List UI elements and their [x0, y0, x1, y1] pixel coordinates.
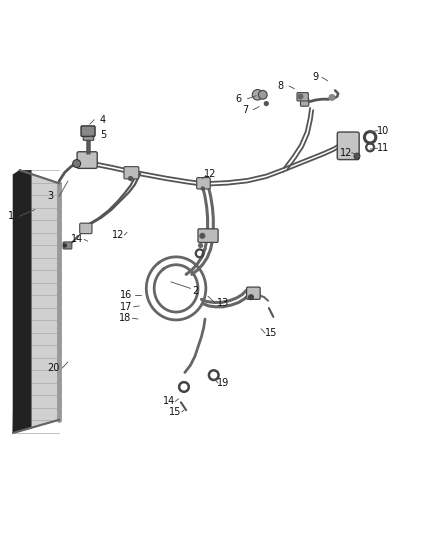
- Circle shape: [354, 153, 360, 159]
- Text: 15: 15: [265, 328, 277, 338]
- Text: 6: 6: [236, 94, 242, 104]
- Text: 14: 14: [71, 235, 83, 244]
- Text: 13: 13: [217, 298, 230, 308]
- Text: 17: 17: [120, 302, 132, 312]
- Text: 10: 10: [377, 126, 389, 136]
- Circle shape: [199, 233, 205, 239]
- Text: 5: 5: [100, 130, 106, 140]
- Circle shape: [328, 94, 336, 101]
- Text: 7: 7: [242, 104, 248, 115]
- Text: 14: 14: [162, 397, 175, 406]
- Circle shape: [258, 91, 267, 99]
- Text: 11: 11: [377, 143, 389, 154]
- Text: 4: 4: [100, 115, 106, 125]
- FancyBboxPatch shape: [297, 93, 308, 101]
- Text: 18: 18: [119, 313, 131, 323]
- Circle shape: [198, 243, 203, 248]
- Text: 1: 1: [8, 211, 14, 221]
- Text: 15: 15: [169, 407, 181, 417]
- FancyBboxPatch shape: [300, 98, 309, 106]
- Text: 12: 12: [204, 168, 216, 179]
- FancyBboxPatch shape: [80, 223, 92, 233]
- FancyBboxPatch shape: [124, 167, 139, 179]
- FancyBboxPatch shape: [81, 126, 95, 136]
- Text: 12: 12: [340, 148, 352, 158]
- Text: 20: 20: [47, 363, 60, 373]
- Circle shape: [264, 101, 269, 106]
- Circle shape: [252, 90, 263, 100]
- Text: 19: 19: [217, 378, 230, 388]
- Circle shape: [63, 243, 67, 248]
- FancyBboxPatch shape: [63, 242, 72, 249]
- FancyBboxPatch shape: [337, 132, 359, 159]
- Text: 9: 9: [312, 72, 318, 82]
- Circle shape: [248, 294, 254, 300]
- Text: 2: 2: [192, 286, 198, 296]
- Text: 8: 8: [277, 81, 283, 91]
- FancyBboxPatch shape: [197, 177, 210, 189]
- FancyBboxPatch shape: [198, 229, 218, 243]
- Circle shape: [128, 176, 133, 181]
- FancyBboxPatch shape: [247, 287, 260, 300]
- FancyBboxPatch shape: [83, 133, 94, 140]
- Text: 16: 16: [120, 290, 132, 301]
- Circle shape: [73, 159, 81, 167]
- Circle shape: [201, 187, 205, 191]
- FancyBboxPatch shape: [77, 152, 97, 168]
- Text: 3: 3: [47, 191, 53, 201]
- Polygon shape: [13, 170, 32, 433]
- Text: 12: 12: [112, 230, 124, 240]
- Polygon shape: [13, 170, 59, 433]
- Circle shape: [297, 93, 304, 100]
